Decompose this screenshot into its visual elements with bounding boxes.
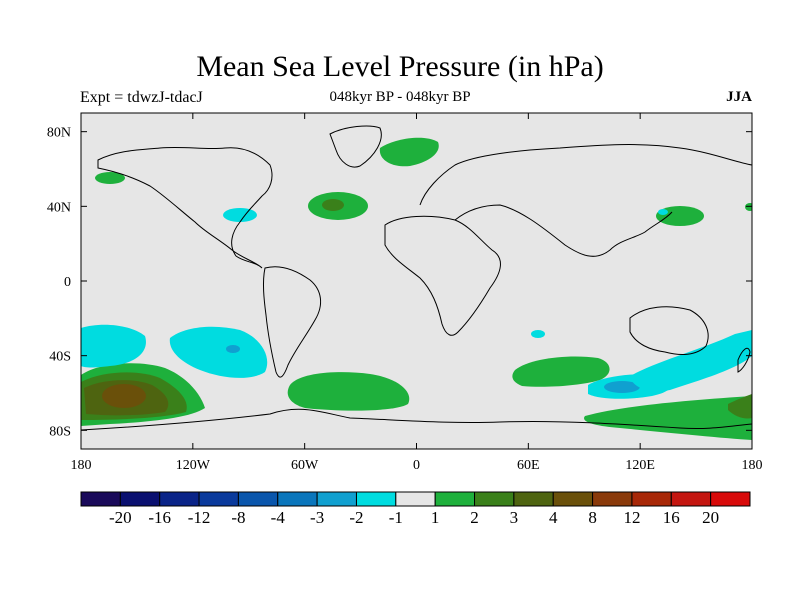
period-label: 048kyr BP - 048kyr BP (329, 89, 471, 105)
lon-tick-label: 120W (176, 458, 211, 473)
coastline-antarctica (81, 408, 752, 431)
colorbar-label: 16 (663, 508, 680, 527)
anomaly-east-asia-positive (656, 206, 704, 226)
lon-tick-label: 120E (625, 458, 655, 473)
lon-tick-label: 180 (71, 458, 92, 473)
colorbar-swatch (80, 491, 121, 507)
lon-tick-label: 0 (413, 458, 420, 473)
colorbar-label: 8 (588, 508, 597, 527)
colorbar-swatch (474, 491, 515, 507)
coastline-europe-asia (419, 144, 752, 257)
colorbar-swatch (355, 491, 397, 507)
colorbar-label: 4 (549, 508, 558, 527)
lat-tick-label: 80S (49, 424, 71, 439)
anomaly-dateline-north-positive (745, 203, 752, 211)
anomaly-indian-ocean-positive (512, 356, 610, 387)
colorbar-label: -2 (349, 508, 363, 527)
latitude-axis: 80N 40N 0 40S 80S (47, 126, 752, 439)
lat-tick-label: 40N (47, 200, 71, 215)
coastline-australia (629, 306, 709, 355)
lon-tick-label: 60W (291, 458, 319, 473)
coastlines (81, 125, 752, 431)
colorbar-swatch (316, 491, 357, 507)
colorbar-swatch (237, 491, 279, 507)
anomaly-australia-south-negative (630, 330, 752, 392)
lat-tick-label: 80N (47, 126, 71, 141)
coastline-north-america (97, 146, 273, 269)
coastline-south-america (262, 266, 322, 378)
anomaly-greenland-positive (379, 137, 439, 167)
colorbar-swatch (119, 491, 161, 507)
colorbar-label: 2 (470, 508, 479, 527)
lon-tick-label: 180 (742, 458, 763, 473)
colorbar-label: 3 (510, 508, 519, 527)
season-label: JJA (726, 89, 752, 105)
anomaly-pacific-negative-core (226, 345, 240, 353)
colorbar: -20 -16 -12 -8 -4 -3 -2 -1 1 2 3 4 8 12 16 20 (80, 491, 751, 527)
colorbar-label: 20 (702, 508, 719, 527)
anomaly-pacific-negative-west (81, 324, 146, 368)
colorbar-swatch (198, 491, 239, 507)
chart-title: Mean Sea Level Pressure (in hPa) (196, 50, 604, 83)
colorbar-label: -20 (109, 508, 132, 527)
anomaly-south-pacific-positive-level8 (102, 384, 146, 408)
colorbar-label: -4 (271, 508, 286, 527)
anomaly-antarctic-positive-core (728, 394, 752, 419)
colorbar-swatch (513, 491, 554, 507)
anomaly-southern-indian-negative-core (604, 381, 640, 393)
colorbar-swatch (710, 491, 751, 507)
coastline-greenland (329, 125, 382, 168)
colorbar-label: -1 (389, 508, 403, 527)
anomaly-east-asia-negative (658, 209, 668, 215)
colorbar-label: -8 (231, 508, 245, 527)
colorbar-swatch (552, 491, 594, 507)
colorbar-swatch (159, 491, 200, 507)
anomaly-south-atlantic-positive (287, 372, 410, 411)
longitude-axis: 180 120W 60W 0 60E 120E 180 (71, 113, 763, 473)
anomaly-north-america-negative (223, 208, 257, 222)
anomaly-pacific-negative-east (169, 326, 268, 378)
lon-tick-label: 60E (517, 458, 540, 473)
experiment-label: Expt = tdwzJ-tdacJ (80, 89, 203, 106)
colorbar-swatch (631, 491, 672, 507)
colorbar-swatch (592, 491, 633, 507)
colorbar-swatch (670, 491, 712, 507)
colorbar-label: 12 (623, 508, 640, 527)
anomaly-fields (81, 137, 752, 440)
anomaly-north-pacific-positive (95, 172, 125, 184)
colorbar-label: -16 (148, 508, 171, 527)
anomaly-indian-ocean-small-negative (531, 330, 545, 338)
colorbar-label: -12 (188, 508, 211, 527)
anomaly-antarctic-positive (584, 396, 752, 440)
colorbar-label: -3 (310, 508, 324, 527)
colorbar-swatch (395, 491, 436, 507)
coastline-new-zealand (737, 347, 751, 373)
anomaly-north-atlantic-positive-core (322, 199, 344, 211)
colorbar-swatch (277, 491, 318, 507)
lat-tick-label: 40S (49, 350, 71, 365)
colorbar-swatch (434, 491, 476, 507)
lat-tick-label: 0 (64, 275, 71, 290)
colorbar-label: 1 (431, 508, 440, 527)
